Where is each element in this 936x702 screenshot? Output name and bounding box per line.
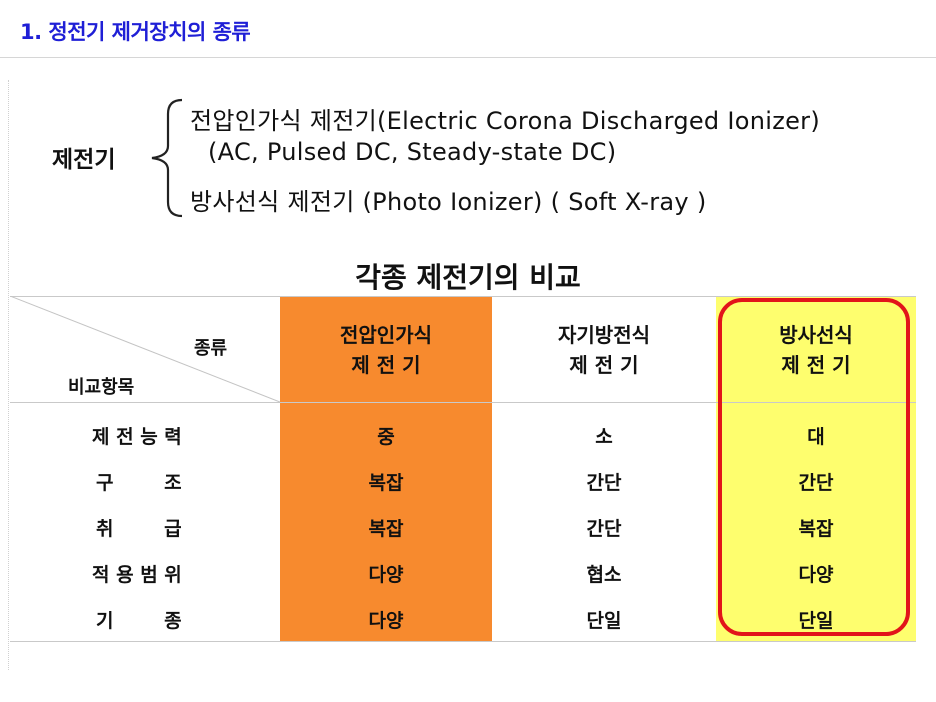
table-cell: 다양 [368,564,404,586]
table-cell: 소 [595,426,613,448]
row-label-capacity: 제 전 능 력 [92,426,182,448]
table-cell: 간단 [586,472,622,494]
column-header-line: 전압인가식 [340,323,432,347]
column-bg-radiation [716,296,916,642]
column-header-self-discharge: 자기방전식 제 전 기 [492,320,716,380]
classification-line-types: (AC, Pulsed DC, Steady-state DC) [208,138,617,166]
comparison-table: 종류 비교항목 전압인가식 제 전 기 자기방전식 제 전 기 방사선식 제 전… [10,296,916,642]
column-header-radiation: 방사선식 제 전 기 [716,320,916,380]
table-cell: 복잡 [368,518,404,540]
column-header-line: 자기방전식 [558,323,650,347]
column-header-line: 제 전 기 [569,353,639,377]
table-cell: 복잡 [798,518,834,540]
row-label-models: 기 종 [96,610,182,632]
table-cell: 대 [807,426,825,448]
corner-label-item: 비교항목 [68,377,135,398]
heading-divider [0,57,936,58]
classification-line-corona: 전압인가식 제전기(Electric Corona Discharged Ion… [190,107,821,135]
table-bottom-border [10,641,916,642]
row-label-handling: 취 급 [96,518,182,540]
row-label-application-range: 적 용 범 위 [92,564,182,586]
curly-brace-icon [151,98,183,218]
column-bg-voltage [280,296,492,642]
section-heading: 1. 정전기 제거장치의 종류 [20,20,251,44]
table-cell: 협소 [586,564,622,586]
table-title: 각종 제전기의 비교 [355,261,581,294]
table-cell: 간단 [586,518,622,540]
row-label-structure: 구 조 [96,472,182,494]
column-header-voltage: 전압인가식 제 전 기 [280,320,492,380]
classification-label: 제전기 [52,147,116,173]
corner-diagonal [10,296,280,403]
table-cell: 간단 [798,472,834,494]
table-header-border [10,402,916,403]
column-header-line: 방사선식 [779,323,853,347]
corner-label-type: 종류 [194,338,228,359]
table-cell: 다양 [368,610,404,632]
column-header-line: 제 전 기 [351,353,421,377]
table-top-border [10,296,916,297]
table-cell: 단일 [798,610,834,632]
table-cell: 다양 [798,564,834,586]
table-cell: 단일 [586,610,622,632]
table-cell: 복잡 [368,472,404,494]
dotted-margin-line [8,80,9,670]
table-cell: 중 [377,426,395,448]
classification-line-photo: 방사선식 제전기 (Photo Ionizer) ( Soft X-ray ) [190,188,707,216]
highlight-outline [718,298,910,636]
column-header-line: 제 전 기 [781,353,851,377]
